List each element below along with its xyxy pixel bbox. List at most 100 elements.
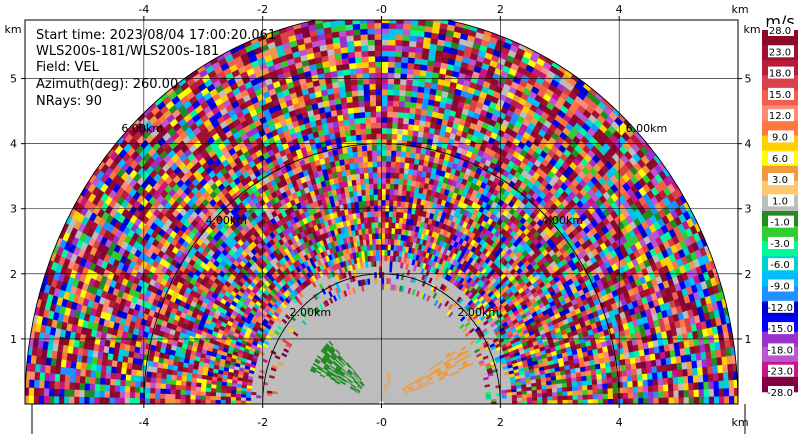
velocity-cell [205, 400, 210, 404]
velocity-cell [376, 250, 379, 256]
velocity-cell [385, 211, 389, 217]
velocity-cell [558, 400, 563, 404]
velocity-cell [376, 261, 379, 267]
velocity-cell [370, 211, 374, 217]
velocity-cell [375, 222, 379, 228]
velocity-cell [388, 228, 392, 234]
velocity-cell [256, 398, 261, 401]
velocity-cell [381, 211, 385, 217]
velocity-cell [256, 395, 261, 398]
velocity-cell [381, 239, 384, 245]
velocity-cell [384, 244, 387, 250]
velocity-cell [384, 261, 387, 267]
velocity-cell [378, 228, 382, 234]
velocity-cell [216, 393, 221, 397]
velocity-cell [532, 400, 537, 404]
velocity-cell [512, 398, 517, 401]
velocity-cell [381, 222, 385, 228]
velocity-cell [543, 400, 548, 404]
velocity-cell [375, 228, 379, 234]
velocity-cell [379, 250, 382, 256]
velocity-cell [241, 394, 246, 398]
velocity-cell [381, 250, 384, 256]
velocity-cell [206, 384, 211, 389]
velocity-cell [231, 397, 236, 401]
velocity-cell [384, 266, 387, 272]
velocity-cell [537, 400, 542, 404]
velocity-cell [388, 239, 392, 245]
velocity-cell [381, 244, 384, 250]
velocity-cell [211, 388, 216, 392]
velocity-cell [371, 222, 375, 228]
velocity-cell [392, 222, 396, 228]
velocity-cell [547, 396, 552, 400]
velocity-cell [378, 222, 382, 228]
velocity-cell [379, 290, 381, 296]
velocity-cell [384, 250, 387, 256]
velocity-cell [384, 278, 387, 284]
velocity-cell [226, 397, 231, 401]
velocity-cell [379, 266, 382, 272]
velocity-cell [384, 272, 387, 278]
velocity-cell [385, 239, 388, 245]
velocity-cell [266, 399, 271, 402]
velocity-cell [387, 244, 390, 250]
velocity-cell [221, 397, 226, 401]
velocity-cell [231, 394, 236, 398]
velocity-cell [379, 272, 382, 278]
velocity-cell [385, 228, 389, 234]
velocity-cell [542, 396, 547, 400]
velocity-cell [384, 255, 387, 261]
velocity-cell [236, 391, 241, 395]
velocity-cell [552, 388, 557, 392]
velocity-cell [374, 217, 378, 223]
velocity-cell [552, 392, 557, 396]
velocity-cell [375, 244, 378, 250]
velocity-cell [378, 211, 382, 217]
velocity-cell [381, 217, 385, 223]
velocity-cell [522, 397, 527, 401]
velocity-cell [385, 217, 389, 223]
velocity-cell [382, 295, 384, 301]
velocity-cell [547, 392, 552, 396]
velocity-cell [558, 396, 563, 400]
velocity-cell [226, 393, 231, 397]
velocity-cell [374, 211, 378, 217]
velocity-cell [221, 393, 226, 397]
velocity-cell [211, 392, 216, 396]
velocity-cell [391, 228, 395, 234]
velocity-cell [216, 385, 221, 389]
velocity-cell [371, 217, 375, 223]
velocity-cell [527, 401, 532, 405]
velocity-cell [388, 222, 392, 228]
velocity-cell [206, 392, 211, 396]
velocity-cell [381, 261, 384, 267]
velocity-cell [527, 397, 532, 401]
velocity-cell [517, 398, 522, 401]
velocity-cell [277, 399, 283, 402]
velocity-cell [381, 228, 385, 234]
velocity-cell [553, 400, 558, 404]
velocity-cell [391, 234, 395, 240]
velocity-cell [385, 222, 389, 228]
velocity-cell [371, 228, 375, 234]
velocity-cell [261, 399, 266, 402]
velocity-cell [378, 239, 381, 245]
velocity-cell [379, 295, 381, 301]
velocity-cell [542, 393, 547, 397]
velocity-cell [375, 233, 378, 239]
velocity-cell [390, 250, 393, 256]
velocity-cell [381, 233, 384, 239]
velocity-cell [216, 389, 221, 393]
velocity-cell [241, 391, 246, 395]
velocity-cell [236, 397, 241, 401]
velocity-cell [392, 217, 396, 223]
velocity-cell [231, 390, 236, 394]
velocity-cell [379, 255, 382, 260]
velocity-cell [251, 395, 256, 398]
velocity-cell [246, 395, 251, 398]
velocity-cell [507, 398, 512, 401]
velocity-cell [205, 396, 210, 400]
